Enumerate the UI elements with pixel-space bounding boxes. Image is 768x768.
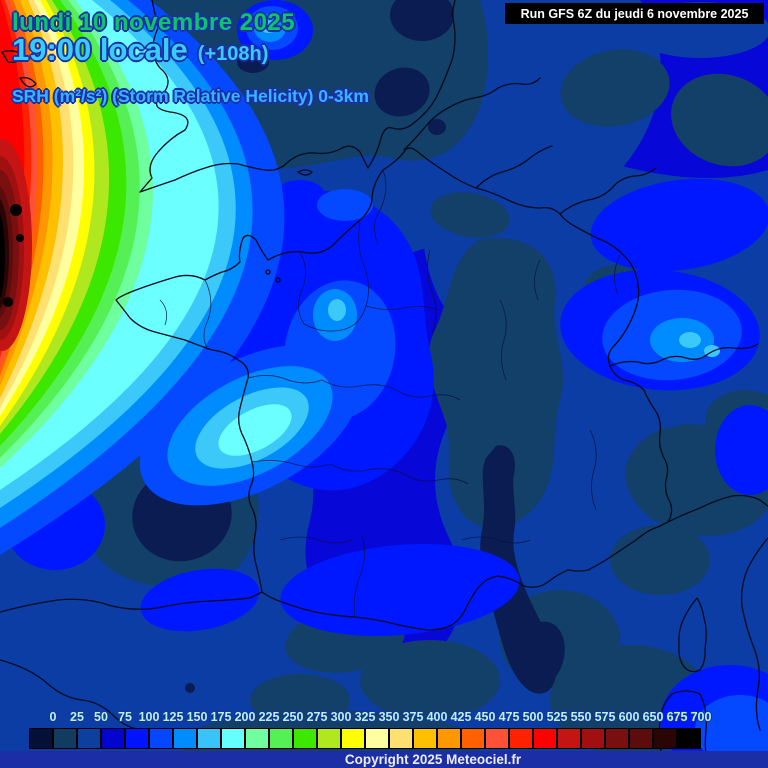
legend-color-box bbox=[125, 728, 149, 749]
legend-color-box bbox=[53, 728, 77, 749]
legend-color-box bbox=[629, 728, 653, 749]
legend-color-box bbox=[245, 728, 269, 749]
legend-color-box bbox=[341, 728, 365, 749]
legend-tick-label: 400 bbox=[426, 710, 448, 724]
legend-tick-label: 550 bbox=[570, 710, 592, 724]
time-title: 19:00 locale (+108h) bbox=[12, 32, 268, 68]
legend-tick-label: 50 bbox=[94, 710, 108, 724]
legend-color-box bbox=[221, 728, 245, 749]
legend-color-box bbox=[509, 728, 533, 749]
legend-tick-label: 300 bbox=[330, 710, 352, 724]
legend-color-box bbox=[317, 728, 341, 749]
legend-tick-label: 375 bbox=[402, 710, 424, 724]
local-time: 19:00 locale bbox=[12, 32, 188, 67]
legend-tick-label: 250 bbox=[282, 710, 304, 724]
legend-tick-label: 25 bbox=[70, 710, 84, 724]
legend-tick-label: 75 bbox=[118, 710, 132, 724]
model-run-box: Run GFS 6Z du jeudi 6 novembre 2025 bbox=[505, 3, 764, 24]
legend-color-box bbox=[485, 728, 509, 749]
legend-tick-label: 475 bbox=[498, 710, 520, 724]
legend-color-box bbox=[269, 728, 293, 749]
legend-tick-label: 650 bbox=[642, 710, 664, 724]
legend-tick-label: 175 bbox=[210, 710, 232, 724]
legend-color-box bbox=[437, 728, 461, 749]
legend-color-box bbox=[293, 728, 317, 749]
legend-color-box bbox=[173, 728, 197, 749]
legend-tick-label: 150 bbox=[186, 710, 208, 724]
legend-tick-label: 500 bbox=[522, 710, 544, 724]
legend-tick-label: 525 bbox=[546, 710, 568, 724]
model-run-label: Run GFS 6Z du jeudi 6 novembre 2025 bbox=[520, 6, 749, 21]
legend-color-box bbox=[653, 728, 677, 749]
forecast-offset: (+108h) bbox=[197, 43, 269, 65]
legend-tick-label: 100 bbox=[138, 710, 160, 724]
legend-color-box bbox=[557, 728, 581, 749]
legend-tick-label: 225 bbox=[258, 710, 280, 724]
legend-tick-label: 450 bbox=[474, 710, 496, 724]
legend-color-box bbox=[533, 728, 557, 749]
legend-color-box bbox=[413, 728, 437, 749]
legend-tick-label: 350 bbox=[378, 710, 400, 724]
legend-tick-label: 200 bbox=[234, 710, 256, 724]
legend-tick-label: 675 bbox=[666, 710, 688, 724]
legend-color-box bbox=[29, 728, 53, 749]
legend-color-box bbox=[365, 728, 389, 749]
date-title: lundi 10 novembre 2025 bbox=[12, 9, 296, 36]
parameter-title: SRH (m²/s²) (Storm Relative Helicity) 0-… bbox=[12, 86, 369, 106]
legend-color-box bbox=[605, 728, 629, 749]
legend-color-box bbox=[77, 728, 101, 749]
legend-color-box bbox=[197, 728, 221, 749]
legend-color-box bbox=[461, 728, 485, 749]
copyright-text: Copyright 2025 Meteociel.fr bbox=[344, 752, 522, 767]
legend-tick-label: 125 bbox=[162, 710, 184, 724]
legend-tick-label: 275 bbox=[306, 710, 328, 724]
legend-color-box bbox=[149, 728, 173, 749]
footer-bar: Copyright 2025 Meteociel.fr bbox=[0, 751, 768, 768]
legend-tick-label: 700 bbox=[690, 710, 712, 724]
legend-color-box bbox=[389, 728, 413, 749]
legend-tick-label: 425 bbox=[450, 710, 472, 724]
legend-tick-label: 575 bbox=[594, 710, 616, 724]
legend-tick-label: 600 bbox=[618, 710, 640, 724]
legend-color-box bbox=[677, 728, 701, 749]
legend-color-box bbox=[581, 728, 605, 749]
legend-color-box bbox=[101, 728, 125, 749]
legend-tick-label: 0 bbox=[49, 710, 57, 724]
legend-tick-label: 325 bbox=[354, 710, 376, 724]
